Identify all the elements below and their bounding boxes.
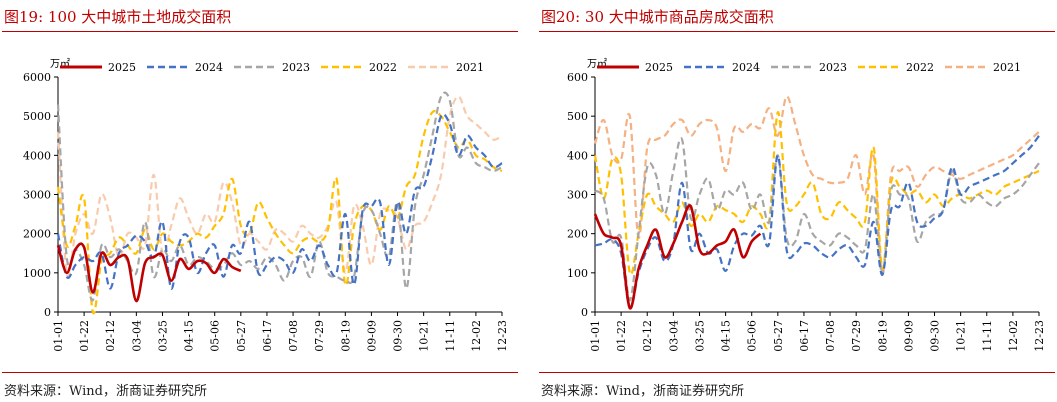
y-tick-label: 200 xyxy=(567,228,588,241)
x-tick-label: 10-21 xyxy=(955,320,968,352)
x-tick-label: 01-01 xyxy=(52,320,65,352)
y-tick-label: 0 xyxy=(44,306,51,319)
legend-label: 2023 xyxy=(819,61,847,74)
series-line-2024 xyxy=(56,113,503,290)
x-tick-label: 11-11 xyxy=(981,320,994,352)
x-tick-label: 05-06 xyxy=(209,320,222,352)
x-tick-label: 09-30 xyxy=(392,320,405,352)
legend-label: 2022 xyxy=(906,61,934,74)
x-tick-label: 11-11 xyxy=(444,320,457,352)
x-tick-label: 12-02 xyxy=(470,320,483,352)
legend-label: 2023 xyxy=(282,61,310,74)
legend-label: 2022 xyxy=(369,61,397,74)
x-tick-label: 04-15 xyxy=(720,320,733,352)
y-tick-label: 2000 xyxy=(23,228,51,241)
x-tick-label: 09-09 xyxy=(902,320,915,352)
y-tick-label: 300 xyxy=(567,189,588,202)
y-tick-label: 500 xyxy=(567,110,588,123)
title-rule xyxy=(539,31,1055,32)
series-line-2022 xyxy=(56,109,503,315)
x-tick-label: 07-29 xyxy=(313,320,326,352)
y-tick-label: 4000 xyxy=(23,149,51,162)
legend-label: 2021 xyxy=(456,61,484,74)
figure-title: 图20: 30 大中城市商品房成交面积 xyxy=(541,8,774,26)
x-tick-label: 04-15 xyxy=(183,320,196,352)
source-rule xyxy=(2,372,518,373)
legend-label: 2025 xyxy=(108,61,136,74)
chart-panel-land: 图19: 100 大中城市土地成交面积 万㎡ 0 1000 2000 3000 4000 5… xyxy=(2,0,522,402)
y-tick-label: 600 xyxy=(567,71,588,84)
x-tick-label: 01-01 xyxy=(589,320,602,352)
legend-label: 2021 xyxy=(993,61,1021,74)
x-tick-label: 05-27 xyxy=(772,320,785,352)
chart-panel-housing: 图20: 30 大中城市商品房成交面积 万㎡ 0 100 200 300 400 500 60… xyxy=(539,0,1057,402)
y-tick-label: 5000 xyxy=(23,110,51,123)
y-tick-label: 6000 xyxy=(23,71,51,84)
y-tick-label: 0 xyxy=(581,306,588,319)
x-tick-label: 09-30 xyxy=(929,320,942,352)
x-tick-label: 02-12 xyxy=(641,320,654,352)
x-tick-label: 03-25 xyxy=(693,320,706,352)
source-note: 资料来源：Wind，浙商证券研究所 xyxy=(541,384,744,399)
x-tick-label: 05-27 xyxy=(235,320,248,352)
x-tick-label: 03-04 xyxy=(667,320,680,352)
x-tick-label: 12-23 xyxy=(496,320,509,352)
y-tick-label: 3000 xyxy=(23,189,51,202)
x-tick-label: 08-19 xyxy=(339,320,352,352)
y-tick-label: 100 xyxy=(567,267,588,280)
y-tick-label: 1000 xyxy=(23,267,51,280)
x-tick-label: 09-09 xyxy=(365,320,378,352)
legend-label: 2024 xyxy=(732,61,760,74)
x-tick-label: 07-08 xyxy=(824,320,837,352)
source-rule xyxy=(539,372,1055,373)
x-tick-label: 07-08 xyxy=(287,320,300,352)
x-tick-label: 06-17 xyxy=(798,320,811,352)
series-line-2023 xyxy=(56,91,503,302)
x-tick-label: 05-06 xyxy=(746,320,759,352)
x-tick-label: 10-21 xyxy=(418,320,431,352)
x-tick-label: 03-25 xyxy=(156,320,169,352)
x-tick-label: 03-04 xyxy=(130,320,143,352)
legend-label: 2024 xyxy=(195,61,223,74)
x-tick-label: 08-19 xyxy=(876,320,889,352)
x-tick-label: 12-23 xyxy=(1033,320,1046,352)
series-line-2021 xyxy=(593,95,1040,274)
x-tick-label: 07-29 xyxy=(850,320,863,352)
legend-label: 2025 xyxy=(645,61,673,74)
x-tick-label: 12-02 xyxy=(1007,320,1020,352)
title-rule xyxy=(2,31,518,32)
series-line-2021 xyxy=(56,95,503,278)
x-tick-label: 02-12 xyxy=(104,320,117,352)
y-tick-label: 400 xyxy=(567,149,588,162)
series-line-2024 xyxy=(594,135,1040,310)
series-line-2025 xyxy=(593,204,762,310)
series-line-2023 xyxy=(594,137,1040,302)
source-note: 资料来源：Wind，浙商证券研究所 xyxy=(4,384,207,399)
series-line-2025 xyxy=(56,242,242,303)
x-tick-label: 01-22 xyxy=(78,320,91,352)
figure-title: 图19: 100 大中城市土地成交面积 xyxy=(4,8,232,26)
x-tick-label: 06-17 xyxy=(261,320,274,352)
x-tick-label: 01-22 xyxy=(615,320,628,352)
